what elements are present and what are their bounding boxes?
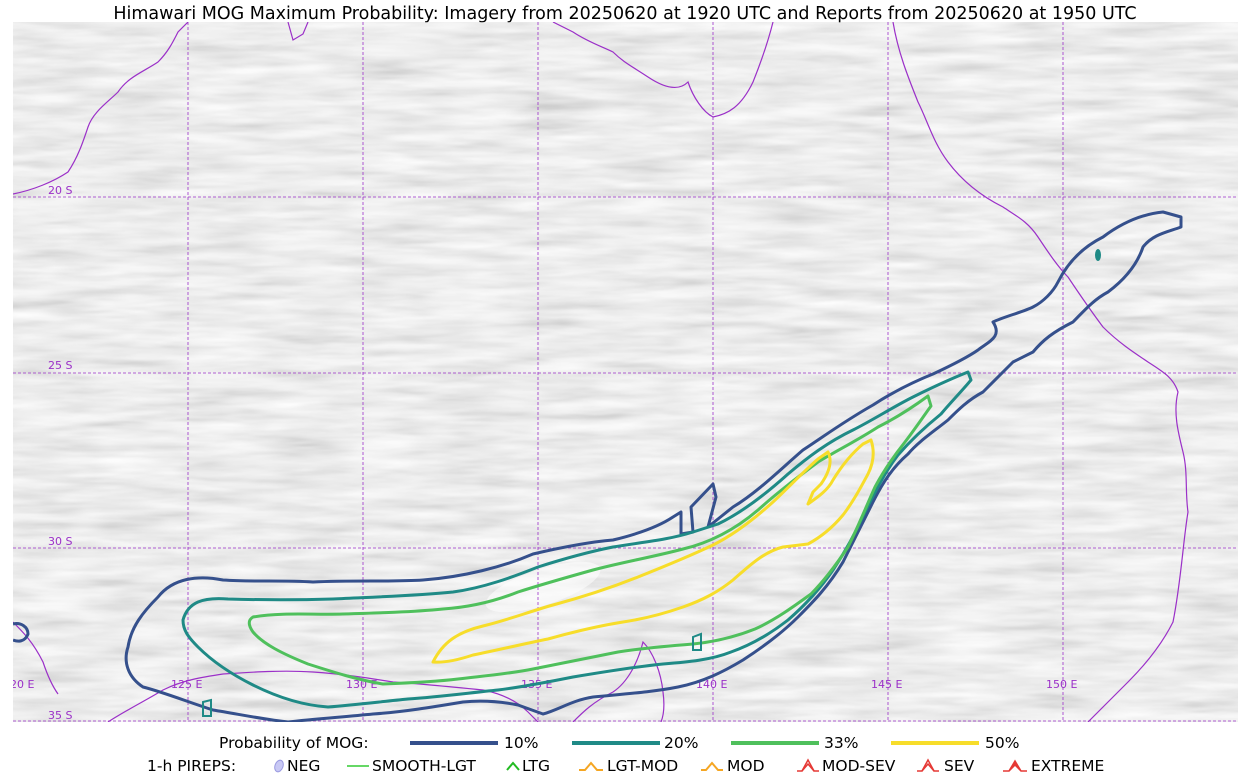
coastline [13,22,1189,722]
contour-10-percent-islet [13,622,30,643]
pireps-item-mod-sev: MOD-SEV [822,757,896,775]
legend-line-20 [572,741,660,745]
contour-20-percent-islet [202,698,212,717]
contour-33-percent [247,394,933,686]
bright-cloud-patch [485,561,601,613]
graticule [13,22,1238,722]
neg-marker-icon [274,759,284,773]
lon-label-150e: 150 E [1046,678,1077,691]
mod-marker-icon [701,761,723,771]
lgt-mod-marker-icon [579,761,603,771]
legend-label-20: 20% [664,734,699,752]
pireps-legend-label: 1-h PIREPS: [147,757,237,775]
contour-20-percent-islet [1095,249,1101,261]
pireps-item-ltg: LTG [522,757,550,775]
contour-50-percent [431,438,875,664]
legend-label-33: 33% [824,734,859,752]
extreme-marker-icon [1003,759,1027,772]
ltg-marker-icon [506,761,520,771]
mod-sev-marker-icon [797,758,819,772]
probability-legend-label: Probability of MOG: [219,734,369,752]
satellite-imagery [13,22,1238,722]
pireps-item-lgt-mod: LGT-MOD [607,757,679,775]
lon-label-140e: 140 E [696,678,727,691]
legend-label-50: 50% [985,734,1020,752]
lon-label-125e: 125 E [171,678,202,691]
lat-label-35s: 35 S [48,709,72,722]
contour-20-percent-islet [692,632,702,651]
pireps-item-neg: NEG [287,757,321,775]
lat-label-20s: 20 S [48,184,72,197]
contour-10-percent [124,210,1183,722]
pireps-item-mod: MOD [727,757,765,775]
pireps-item-sev: SEV [944,757,975,775]
satellite-map: 20 S 25 S 30 S 35 S 120 E 125 E 130 E 13… [13,22,1238,722]
legend-line-10 [410,741,498,745]
legend-label-10: 10% [504,734,539,752]
lat-label-25s: 25 S [48,359,72,372]
lon-label-120e: 120 E [13,678,34,691]
legend-line-50 [891,741,979,745]
lon-label-145e: 145 E [871,678,902,691]
pireps-item-smooth-lgt: SMOOTH-LGT [372,757,476,775]
sev-marker-icon [917,758,939,772]
legend-line-33 [731,741,819,745]
lat-label-30s: 30 S [48,535,72,548]
contour-20-percent [181,370,973,709]
pireps-legend: 1-h PIREPS: NEG SMOOTH-LGT LTG LGT-MOD M… [0,755,1250,777]
pireps-item-extreme: EXTREME [1031,757,1105,775]
probability-legend: Probability of MOG: 10% 20% 33% 50% [0,732,1250,754]
smooth-lgt-marker-icon [347,765,369,767]
map-title: Himawari MOG Maximum Probability: Imager… [113,4,1137,24]
